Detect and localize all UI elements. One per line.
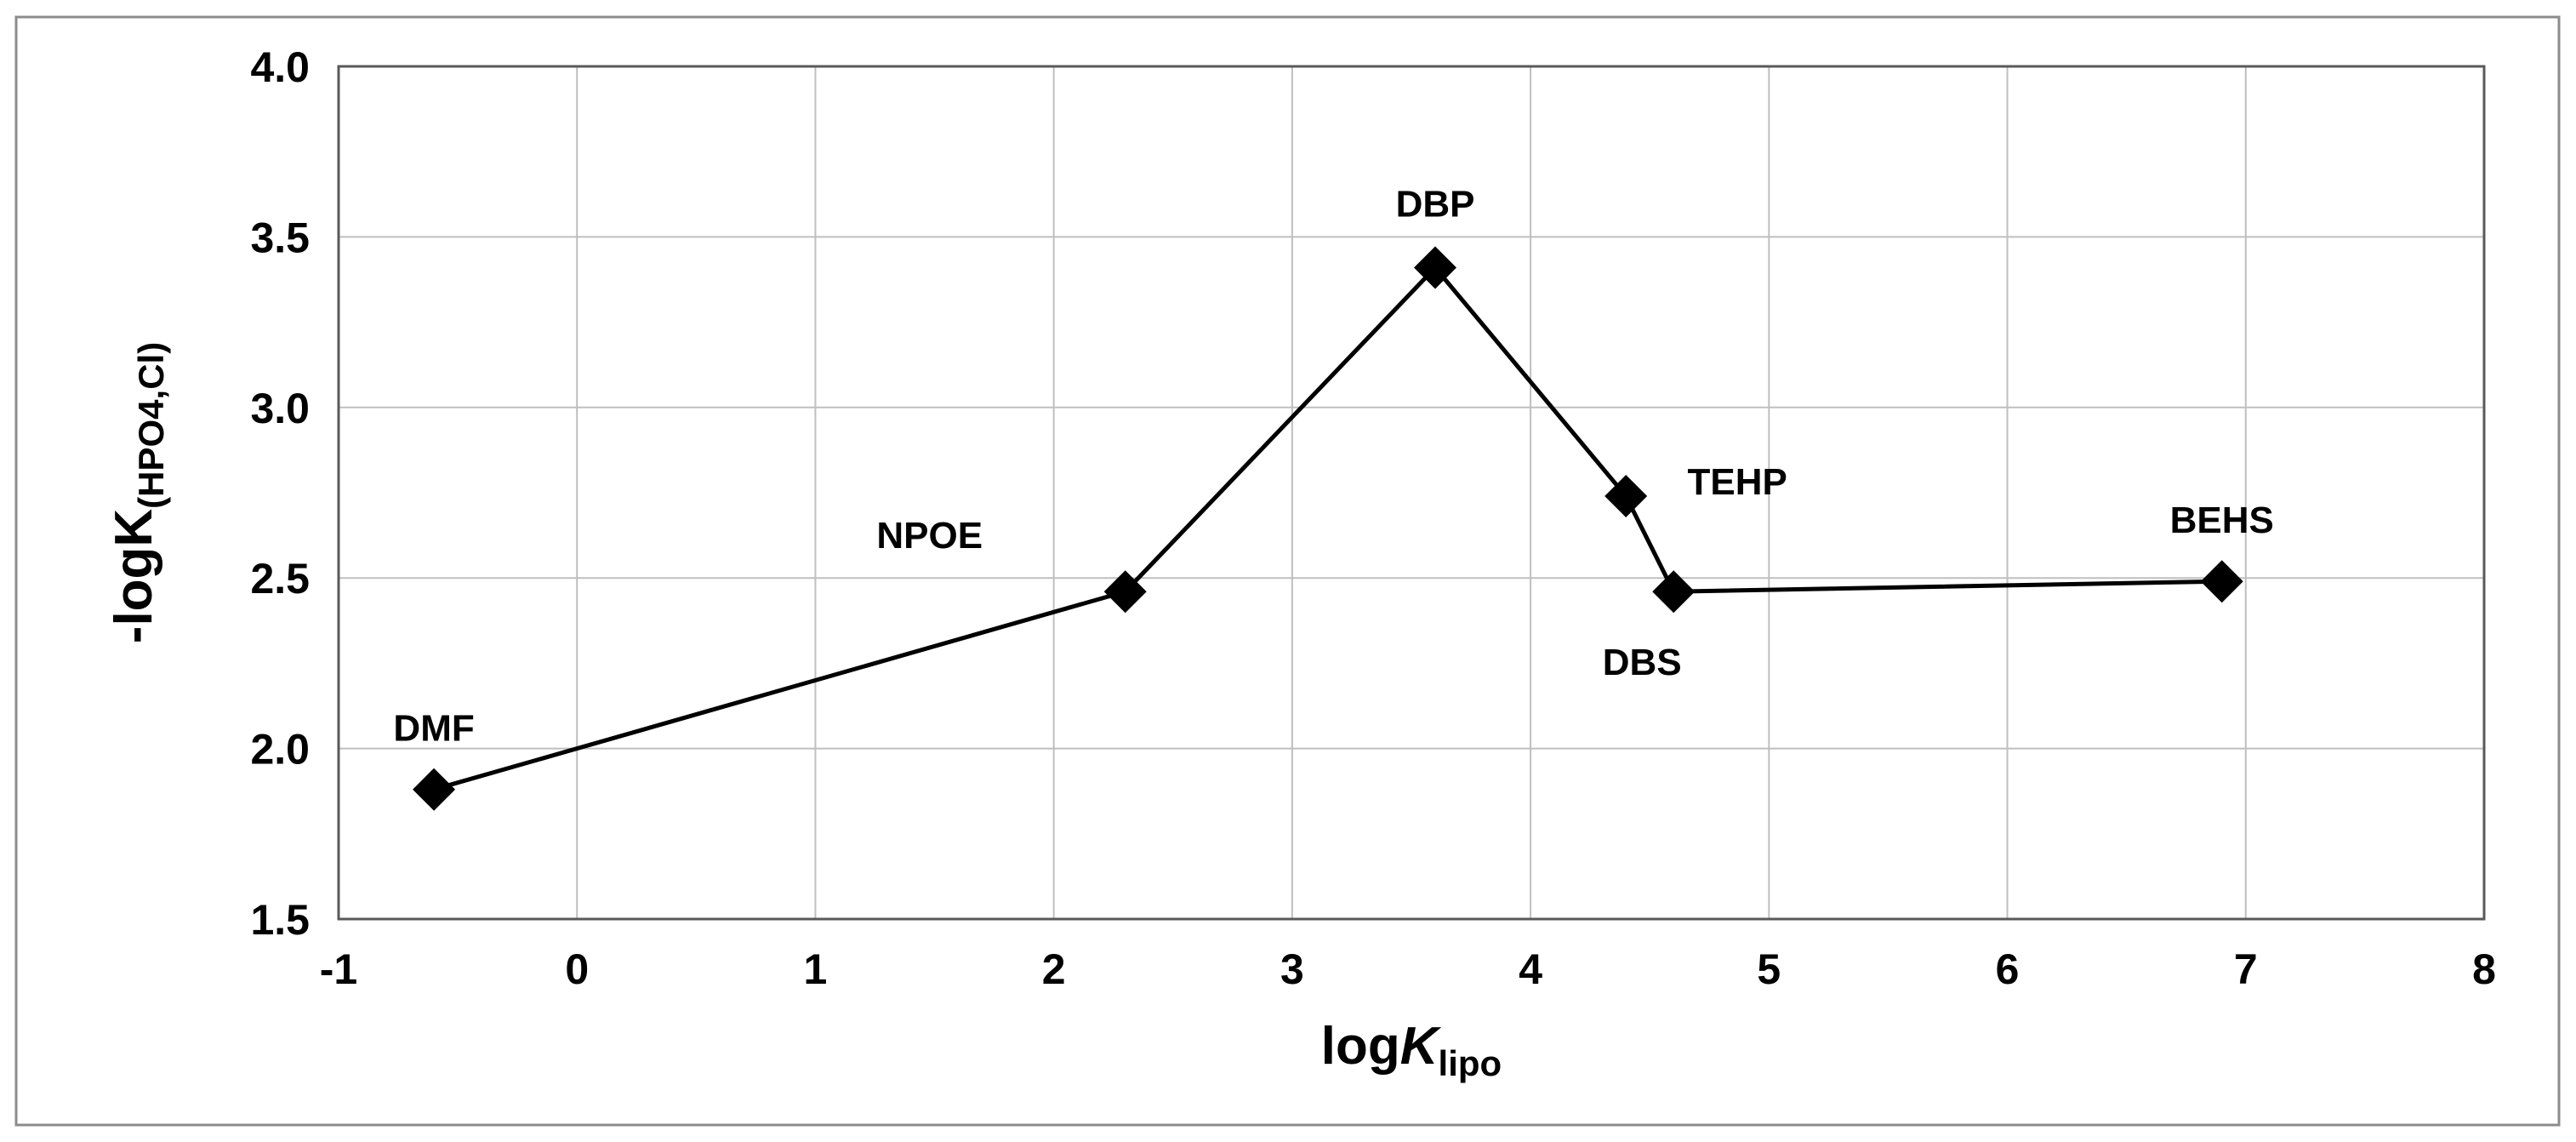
y-axis-title: -logK(HPO4,Cl) [105,342,171,643]
series-line [433,264,2222,792]
data-point [1103,570,1147,614]
x-tick-label: 8 [2472,945,2496,993]
x-tick-label: 2 [1042,945,1066,993]
data-point [1414,246,1457,289]
x-tick-label: 4 [1519,945,1542,993]
x-title-sub: lipo [1439,1043,1502,1083]
x-title-part: K [1400,1017,1442,1076]
data-point [2200,560,2243,603]
data-point [1652,570,1695,614]
x-title-part: log [1321,1017,1400,1076]
point-label: DBP [1396,183,1475,225]
y-tick-label: 3.0 [250,385,310,432]
y-title-sub: (HPO4,Cl) [131,342,171,509]
point-label: DMF [393,708,474,750]
x-tick-label: 0 [565,945,589,993]
x-axis-title: logKlipo [1321,1017,1502,1083]
x-tick-label: 6 [1996,945,2020,993]
x-tick-label: 3 [1280,945,1304,993]
x-tick-label: 7 [2234,945,2258,993]
y-tick-label: 1.5 [250,896,310,944]
point-label: BEHS [2170,500,2274,541]
x-tick-label: -1 [320,945,357,993]
point-label: NPOE [876,515,983,557]
y-tick-label: 2.0 [250,726,310,774]
point-label: TEHP [1688,461,1787,503]
y-title-part: -logK [105,509,163,644]
data-point [1604,475,1648,518]
plot-border [337,65,2486,921]
y-tick-label: 3.5 [250,214,310,261]
point-label: DBS [1603,642,1682,683]
data-point [413,768,456,811]
y-tick-label: 2.5 [250,555,310,602]
y-tick-label: 4.0 [250,43,310,91]
x-tick-label: 5 [1757,945,1781,993]
chart-border [14,15,2561,1127]
x-tick-label: 1 [804,945,828,993]
